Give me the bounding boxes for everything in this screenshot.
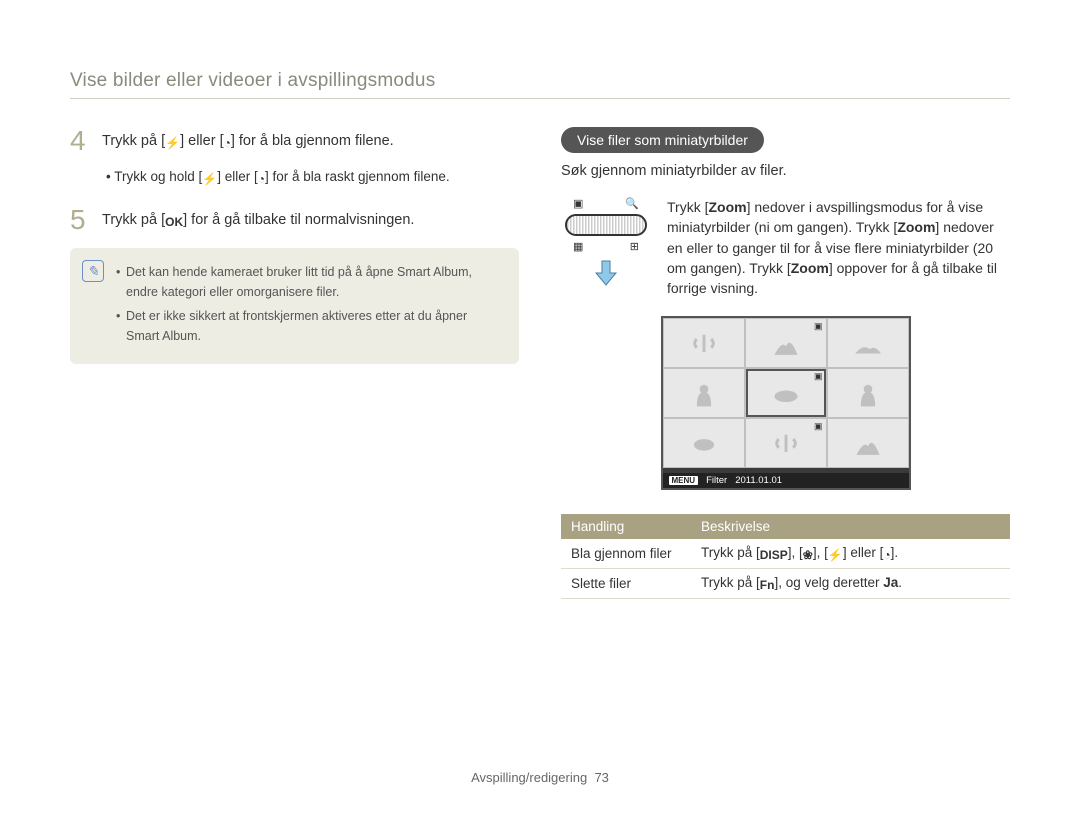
t: Trykk på [: [701, 575, 760, 590]
step-number-4: 4: [70, 127, 92, 155]
t: ], og velg deretter: [774, 575, 883, 590]
timer-icon: ◔: [258, 171, 265, 188]
grid-icon: ⊞: [630, 240, 639, 253]
t: Trykk på [: [102, 133, 165, 149]
t: ] eller [: [217, 169, 258, 184]
thumb-cell[interactable]: [663, 418, 745, 468]
note-icon: ✎: [82, 260, 104, 282]
table-header-row: Handling Beskrivelse: [561, 514, 1010, 539]
zoom-row: ▣ 🔍 ▦ ⊞ Trykk [Zoom] nedover i avspillin…: [561, 197, 1010, 298]
fn-icon: Fn: [760, 578, 775, 592]
thumbnail-menu-bar: MENU Filter 2011.01.01: [663, 473, 909, 488]
footer-label: Avspilling/redigering: [471, 770, 587, 785]
multi-thumb-icon: ▦: [573, 240, 583, 253]
thumb-cell-selected[interactable]: ▣: [745, 368, 827, 418]
thumb-cell[interactable]: [663, 368, 745, 418]
thumbnail-grid: ▣ ▣ ▣: [663, 318, 909, 458]
t: Trykk og hold [: [114, 169, 202, 184]
yes-label: Ja: [883, 575, 898, 590]
table-row: Slette filer Trykk på [Fn], og velg dere…: [561, 569, 1010, 599]
flash-icon: ⚡: [165, 135, 180, 152]
zoom-description: Trykk [Zoom] nedover i avspillingsmodus …: [667, 197, 1010, 298]
section-subtitle: Søk gjennom miniatyrbilder av filer.: [561, 163, 1010, 179]
zoom-arrow-down-icon: [592, 259, 620, 287]
timer-icon: ◔: [224, 135, 231, 152]
t: ].: [891, 545, 899, 560]
thumb-cell[interactable]: ▣: [745, 418, 827, 468]
t: ] eller [: [843, 545, 884, 560]
note-item-1: Det kan hende kameraet bruker litt tid p…: [116, 262, 503, 302]
thumb-cell[interactable]: [663, 318, 745, 368]
flash-icon: ⚡: [828, 548, 843, 562]
magnify-icon: 🔍: [625, 197, 639, 210]
zoom-slider[interactable]: [565, 214, 647, 236]
col-action: Handling: [561, 514, 691, 539]
t: ] for å bla raskt gjennom filene.: [265, 169, 450, 184]
camera-icon: ▣: [814, 371, 823, 382]
t: Trykk [: [667, 199, 708, 215]
flash-icon: ⚡: [202, 171, 217, 188]
date-label: 2011.01.01: [735, 475, 782, 486]
cell-action: Slette filer: [561, 569, 691, 599]
content-columns: 4 Trykk på [⚡] eller [◔] for å bla gjenn…: [70, 127, 1010, 599]
col-description: Beskrivelse: [691, 514, 1010, 539]
flower-icon: ❀: [803, 548, 813, 562]
t: .: [898, 575, 902, 590]
section-pill: Vise filer som miniatyrbilder: [561, 127, 764, 153]
thumbnail-display: ▣ ▣ ▣: [661, 316, 911, 490]
step-4-text: Trykk på [⚡] eller [◔] for å bla gjennom…: [102, 127, 394, 155]
step-number-5: 5: [70, 206, 92, 234]
camera-icon: ▣: [814, 321, 823, 332]
footer-page: 73: [594, 770, 608, 785]
note-item-2: Det er ikke sikkert at frontskjermen akt…: [116, 306, 503, 346]
filter-label[interactable]: Filter: [706, 475, 727, 486]
t: ] for å bla gjennom filene.: [231, 133, 394, 149]
single-thumb-icon: ▣: [573, 197, 583, 210]
camera-icon: ▣: [814, 421, 823, 432]
table-row: Bla gjennom filer Trykk på [DISP], [❀], …: [561, 539, 1010, 569]
menu-chip[interactable]: MENU: [669, 476, 699, 485]
step-4: 4 Trykk på [⚡] eller [◔] for å bla gjenn…: [70, 127, 519, 155]
cell-description: Trykk på [Fn], og velg deretter Ja.: [691, 569, 1010, 599]
t: ], [: [788, 545, 803, 560]
t: ], [: [813, 545, 828, 560]
zoom-top-icons: ▣ 🔍: [567, 197, 645, 210]
zoom-label: Zoom: [897, 219, 935, 235]
action-table: Handling Beskrivelse Bla gjennom filer T…: [561, 514, 1010, 599]
left-column: 4 Trykk på [⚡] eller [◔] for å bla gjenn…: [70, 127, 519, 599]
timer-icon: ◔: [883, 548, 890, 562]
thumb-cell[interactable]: [827, 368, 909, 418]
t: ] for å gå tilbake til normalvisningen.: [183, 212, 414, 228]
zoom-bottom-icons: ▦ ⊞: [567, 240, 645, 253]
step-4-sub: Trykk og hold [⚡] eller [◔] for å bla ra…: [106, 167, 519, 188]
ok-icon: OK: [165, 214, 183, 231]
right-column: Vise filer som miniatyrbilder Søk gjenno…: [561, 127, 1010, 599]
page-footer: Avspilling/redigering 73: [0, 770, 1080, 785]
zoom-label: Zoom: [708, 199, 746, 215]
page-header: Vise bilder eller videoer i avspillingsm…: [70, 70, 1010, 99]
step-5-text: Trykk på [OK] for å gå tilbake til norma…: [102, 206, 414, 234]
cell-action: Bla gjennom filer: [561, 539, 691, 569]
zoom-control: ▣ 🔍 ▦ ⊞: [561, 197, 651, 298]
step-5: 5 Trykk på [OK] for å gå tilbake til nor…: [70, 206, 519, 234]
thumb-cell[interactable]: ▣: [745, 318, 827, 368]
disp-icon: DISP: [760, 548, 788, 562]
zoom-label: Zoom: [791, 260, 829, 276]
t: Trykk på [: [701, 545, 760, 560]
t: ] eller [: [180, 133, 224, 149]
thumb-cell[interactable]: [827, 418, 909, 468]
t: Trykk på [: [102, 212, 165, 228]
note-box: ✎ Det kan hende kameraet bruker litt tid…: [70, 248, 519, 364]
thumb-cell[interactable]: [827, 318, 909, 368]
cell-description: Trykk på [DISP], [❀], [⚡] eller [◔].: [691, 539, 1010, 569]
